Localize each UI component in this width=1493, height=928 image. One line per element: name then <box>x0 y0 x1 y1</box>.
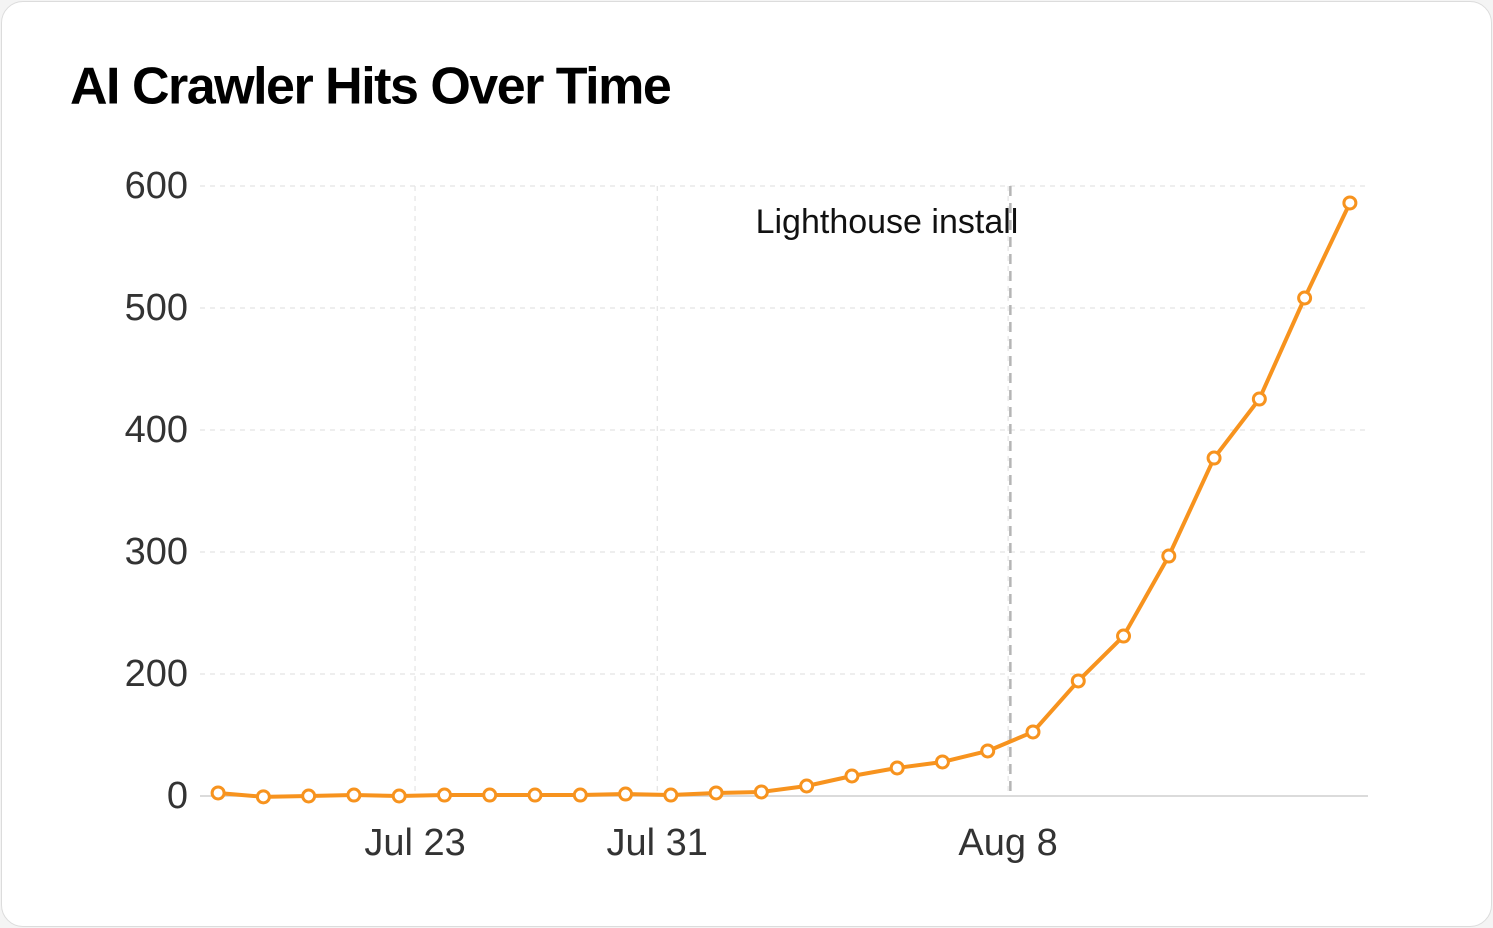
data-point <box>1342 195 1358 211</box>
data-point <box>1206 450 1222 466</box>
y-tick-label: 0 <box>167 775 188 817</box>
data-point <box>301 788 317 804</box>
data-point <box>436 787 452 803</box>
y-tick-label: 200 <box>125 653 188 695</box>
series-line <box>217 202 1352 799</box>
y-tick-label: 400 <box>125 409 188 451</box>
y-tick-label: 600 <box>125 165 188 207</box>
data-point <box>1251 391 1267 407</box>
data-point <box>210 785 226 801</box>
data-point <box>889 760 905 776</box>
y-tick-label: 300 <box>125 531 188 573</box>
data-point <box>1161 548 1177 564</box>
data-point <box>753 784 769 800</box>
data-point <box>618 786 634 802</box>
data-point <box>346 787 362 803</box>
chart-title: AI Crawler Hits Over Time <box>70 58 671 116</box>
data-point <box>1116 628 1132 644</box>
data-point <box>934 754 950 770</box>
y-tick-label: 500 <box>125 287 188 329</box>
data-point <box>1297 290 1313 306</box>
data-point <box>708 785 724 801</box>
data-point <box>799 778 815 794</box>
data-point <box>391 788 407 804</box>
annotation-text: Lighthouse install <box>756 203 1019 241</box>
data-point <box>980 743 996 759</box>
data-point <box>663 787 679 803</box>
data-point <box>1070 673 1086 689</box>
data-point <box>572 787 588 803</box>
x-tick-label: Jul 31 <box>607 822 708 864</box>
data-point <box>844 768 860 784</box>
data-point <box>255 789 271 805</box>
data-point <box>1025 724 1041 740</box>
x-tick-label: Jul 23 <box>364 822 465 864</box>
data-point <box>527 787 543 803</box>
data-point <box>482 787 498 803</box>
x-tick-label: Aug 8 <box>958 822 1057 864</box>
